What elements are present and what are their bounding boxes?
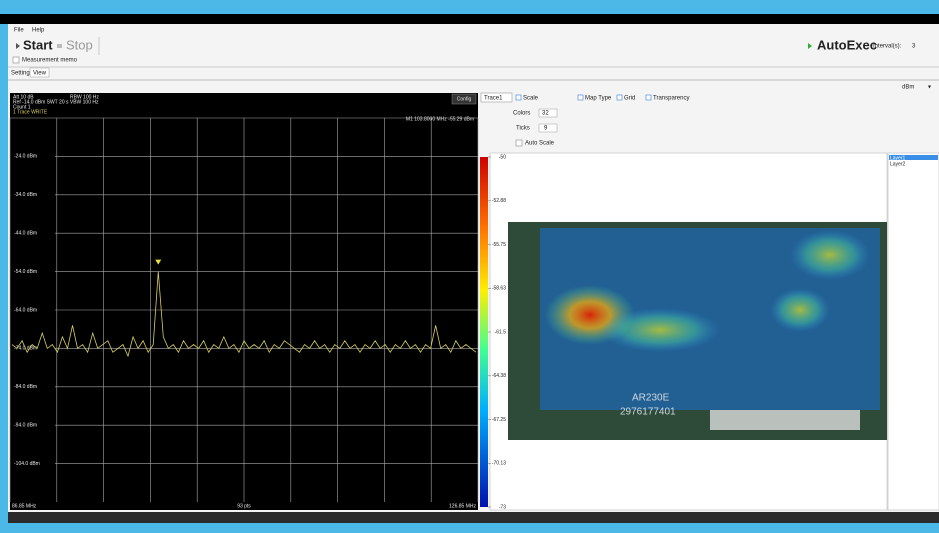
stop-button[interactable]: Stop: [66, 37, 93, 52]
layer-list: [887, 152, 939, 511]
x-stop: 126.85 MHz: [449, 503, 476, 509]
att: Att 10 dB: [13, 94, 34, 100]
color-tick-label: -70.13: [492, 461, 506, 467]
option-checkbox[interactable]: [645, 94, 652, 101]
tab-selected: [29, 67, 50, 78]
tab[interactable]: View: [33, 71, 47, 77]
colors-label: Colors: [513, 111, 530, 117]
color-tick-label: -50: [499, 154, 506, 160]
colors-value[interactable]: 32: [542, 111, 549, 117]
trace-select[interactable]: [480, 92, 513, 103]
config-button[interactable]: [451, 93, 477, 105]
memo-checkbox[interactable]: [12, 56, 20, 64]
menu-item[interactable]: File: [14, 28, 24, 34]
config-label[interactable]: Config: [457, 96, 472, 102]
layer-selected: [889, 155, 938, 160]
y-tick-label: -64.0 dBm: [14, 307, 37, 313]
heat-spot: [600, 308, 720, 352]
autoexec-icon: [808, 43, 812, 49]
rbw: RBW 100 Hz: [70, 94, 99, 100]
board-text: 2976177401: [620, 407, 676, 418]
dropdown-arrow: ▾: [928, 85, 931, 91]
title-bar: [0, 14, 939, 24]
option-label[interactable]: Grid: [624, 96, 635, 102]
menu-item[interactable]: Help: [32, 28, 45, 34]
y-tick-label: -54.0 dBm: [14, 269, 37, 275]
start-button[interactable]: Start: [23, 37, 53, 52]
option-label[interactable]: Scale: [523, 96, 539, 102]
ticks-label: Ticks: [516, 126, 530, 132]
trace-label: 1 Trace WRITE: [13, 109, 48, 115]
memo-label[interactable]: Measurement memo: [22, 58, 78, 64]
heat-spot: [770, 288, 830, 332]
count: Count 1: [13, 104, 31, 110]
stop-icon: [57, 44, 62, 48]
option-checkbox[interactable]: [515, 94, 522, 101]
y-tick-label: -94.0 dBm: [14, 423, 37, 429]
ticks-value[interactable]: 9: [544, 126, 548, 132]
marker: [155, 259, 162, 265]
start-icon: [16, 43, 20, 49]
option-checkbox[interactable]: [577, 94, 584, 101]
x-points: 93 pts: [237, 503, 251, 509]
ref: Ref -14.0 dBm SWT 20 s VBW 100 Hz: [13, 99, 99, 105]
interval-label: Interval(s):: [873, 44, 902, 50]
heat-spot: [790, 230, 870, 280]
trace-select-label[interactable]: Trace1: [484, 96, 503, 102]
auto-scale-label[interactable]: Auto Scale: [525, 141, 555, 147]
option-label[interactable]: Map Type: [585, 96, 612, 102]
x-start: 86.85 MHz: [12, 503, 37, 509]
option-label[interactable]: Transparency: [653, 96, 689, 102]
autoexec-button[interactable]: AutoExec: [817, 37, 877, 52]
auto-scale-checkbox[interactable]: [515, 139, 523, 147]
color-tick-label: -52.88: [492, 198, 506, 204]
color-tick-label: -67.25: [492, 417, 506, 423]
color-tick-label: -64.38: [492, 373, 506, 379]
layer-item[interactable]: Layer2: [890, 161, 906, 167]
barcode-label: [710, 410, 860, 430]
trace: [11, 271, 477, 358]
interval-input[interactable]: 3: [912, 44, 916, 50]
color-bar: [480, 157, 488, 507]
colors-input[interactable]: [538, 108, 558, 118]
color-tick-label: -61.5: [495, 329, 507, 335]
layer-item[interactable]: Layer1: [890, 155, 906, 161]
y-tick-label: -24.0 dBm: [14, 154, 37, 160]
color-tick-label: -55.75: [492, 242, 506, 248]
color-tick-label: -73: [499, 504, 506, 510]
y-tick-label: -34.0 dBm: [14, 192, 37, 198]
y-tick-label: -44.0 dBm: [14, 231, 37, 237]
y-tick-label: -84.0 dBm: [14, 384, 37, 390]
color-tick-label: -58.63: [492, 286, 506, 292]
marker-readout: M1 103.8000 MHz -55.29 dBm: [406, 116, 474, 122]
board-text: AR230E: [632, 393, 670, 404]
y-tick-label: -104.0 dBm: [14, 461, 40, 467]
option-checkbox[interactable]: [616, 94, 623, 101]
ticks-input[interactable]: [538, 123, 558, 133]
unit-select[interactable]: dBm: [902, 85, 914, 91]
tab[interactable]: Setting: [11, 71, 30, 77]
status-bar: [8, 512, 939, 523]
